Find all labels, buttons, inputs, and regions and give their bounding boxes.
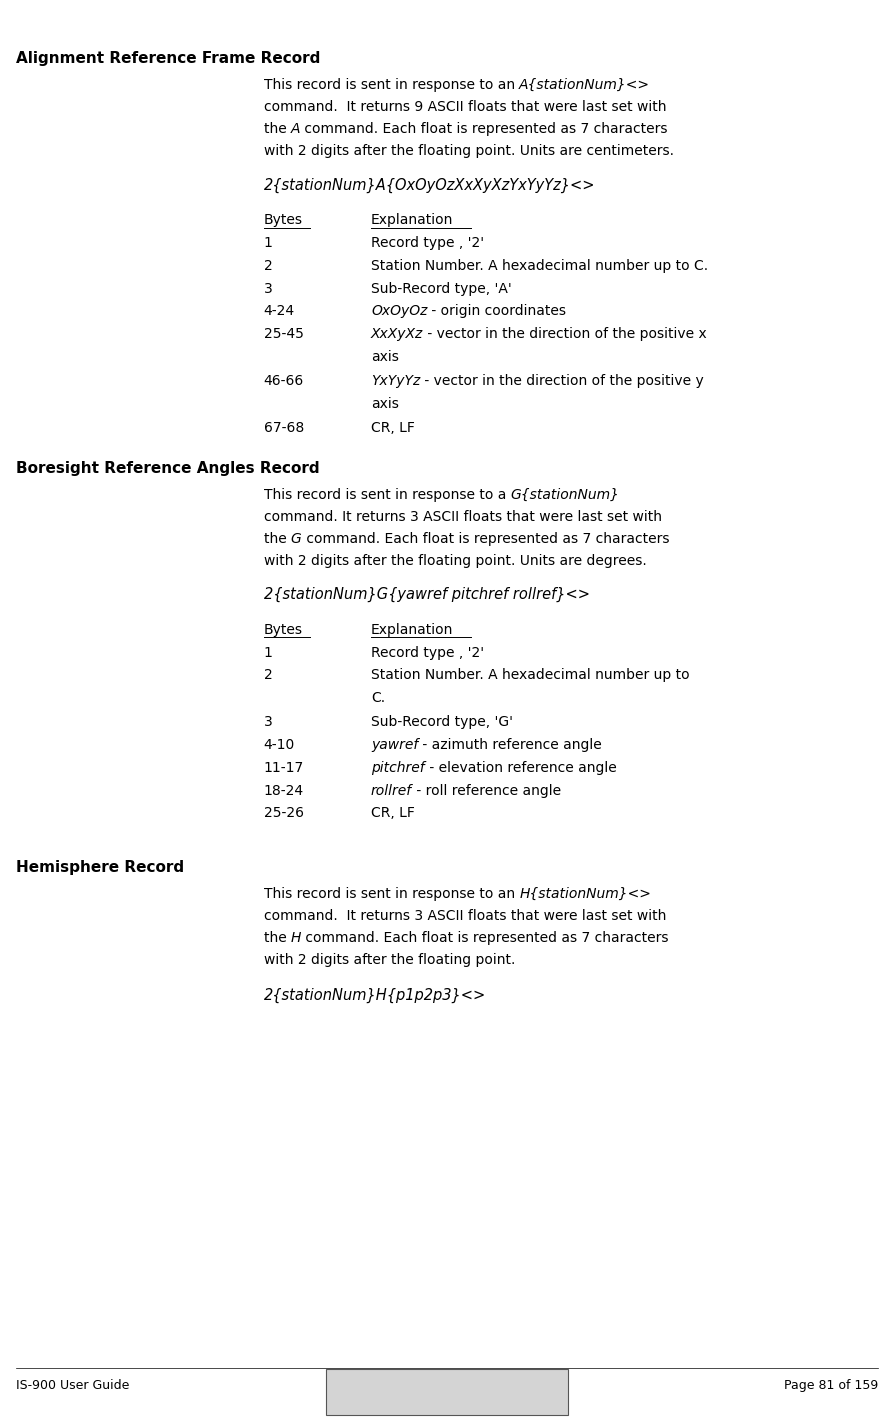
Text: C.: C. xyxy=(371,691,385,705)
Text: Bytes: Bytes xyxy=(264,623,303,637)
Text: G: G xyxy=(291,532,301,546)
Text: - azimuth reference angle: - azimuth reference angle xyxy=(418,738,602,752)
Text: 1: 1 xyxy=(264,646,273,660)
Text: Hemisphere Record: Hemisphere Record xyxy=(16,860,184,876)
Text: ⓘ: ⓘ xyxy=(337,1381,348,1399)
Text: the: the xyxy=(264,122,291,137)
Text: Sensing Your World: Sensing Your World xyxy=(364,1398,437,1406)
Text: NTERSENSE: NTERSENSE xyxy=(364,1379,428,1389)
Text: This record is sent in response to a: This record is sent in response to a xyxy=(264,488,510,502)
Text: OxOyOz: OxOyOz xyxy=(371,304,427,319)
Text: - vector in the direction of the positive x: - vector in the direction of the positiv… xyxy=(423,327,707,341)
Text: IS-900 User Guide: IS-900 User Guide xyxy=(16,1379,130,1392)
Text: 1: 1 xyxy=(264,236,273,250)
Text: with 2 digits after the floating point. Units are degrees.: with 2 digits after the floating point. … xyxy=(264,553,646,567)
Text: 2{stationNum}G{yawref pitchref rollref}<>: 2{stationNum}G{yawref pitchref rollref}<… xyxy=(264,587,590,603)
Text: command. It returns 3 ASCII floats that were last set with: command. It returns 3 ASCII floats that … xyxy=(264,509,662,523)
Text: Station Number. A hexadecimal number up to C.: Station Number. A hexadecimal number up … xyxy=(371,259,708,273)
Text: Record type , '2': Record type , '2' xyxy=(371,236,485,250)
Text: with 2 digits after the floating point. Units are centimeters.: with 2 digits after the floating point. … xyxy=(264,144,674,158)
Text: H{stationNum}<>: H{stationNum}<> xyxy=(519,887,651,902)
Text: Sub-Record type, 'G': Sub-Record type, 'G' xyxy=(371,715,513,729)
Text: - roll reference angle: - roll reference angle xyxy=(412,784,561,798)
Text: Bytes: Bytes xyxy=(264,213,303,228)
Text: 4-10: 4-10 xyxy=(264,738,295,752)
Text: 3: 3 xyxy=(264,715,273,729)
Text: Alignment Reference Frame Record: Alignment Reference Frame Record xyxy=(16,51,320,67)
Text: command.  It returns 3 ASCII floats that were last set with: command. It returns 3 ASCII floats that … xyxy=(264,910,666,923)
Bar xyxy=(326,1369,568,1415)
Text: G{stationNum}: G{stationNum} xyxy=(510,488,620,502)
Text: 67-68: 67-68 xyxy=(264,421,304,435)
Text: This record is sent in response to an: This record is sent in response to an xyxy=(264,78,519,92)
Text: Record type , '2': Record type , '2' xyxy=(371,646,485,660)
Text: 46-66: 46-66 xyxy=(264,374,304,388)
Text: Boresight Reference Angles Record: Boresight Reference Angles Record xyxy=(16,461,320,476)
Text: Page 81 of 159: Page 81 of 159 xyxy=(784,1379,878,1392)
Text: Explanation: Explanation xyxy=(371,623,453,637)
Text: 25-26: 25-26 xyxy=(264,806,304,820)
Text: This record is sent in response to an: This record is sent in response to an xyxy=(264,887,519,902)
Text: 2{stationNum}A{OxOyOzXxXyXzYxYyYz}<>: 2{stationNum}A{OxOyOzXxXyXzYxYyYz}<> xyxy=(264,178,595,193)
Text: Station Number. A hexadecimal number up to: Station Number. A hexadecimal number up … xyxy=(371,668,689,683)
Text: command.  It returns 9 ASCII floats that were last set with: command. It returns 9 ASCII floats that … xyxy=(264,100,666,114)
Text: command. Each float is represented as 7 characters: command. Each float is represented as 7 … xyxy=(300,122,668,137)
Text: A: A xyxy=(291,122,300,137)
Text: axis: axis xyxy=(371,350,399,364)
Text: Sub-Record type, 'A': Sub-Record type, 'A' xyxy=(371,282,511,296)
Text: 2: 2 xyxy=(264,668,273,683)
Text: 11-17: 11-17 xyxy=(264,761,304,775)
Text: pitchref: pitchref xyxy=(371,761,425,775)
Text: with 2 digits after the floating point.: with 2 digits after the floating point. xyxy=(264,954,515,967)
Text: 3: 3 xyxy=(264,282,273,296)
Text: 2: 2 xyxy=(264,259,273,273)
Text: CR, LF: CR, LF xyxy=(371,421,415,435)
Text: H: H xyxy=(291,931,301,946)
Text: XxXyXz: XxXyXz xyxy=(371,327,423,341)
Text: the: the xyxy=(264,532,291,546)
Text: - vector in the direction of the positive y: - vector in the direction of the positiv… xyxy=(420,374,704,388)
Text: CR, LF: CR, LF xyxy=(371,806,415,820)
Text: 4-24: 4-24 xyxy=(264,304,295,319)
Text: 2{stationNum}H{p1p2p3}<>: 2{stationNum}H{p1p2p3}<> xyxy=(264,988,486,1004)
Text: yawref: yawref xyxy=(371,738,418,752)
Text: command. Each float is represented as 7 characters: command. Each float is represented as 7 … xyxy=(301,532,669,546)
Text: 18-24: 18-24 xyxy=(264,784,304,798)
Text: command. Each float is represented as 7 characters: command. Each float is represented as 7 … xyxy=(301,931,669,946)
Text: - origin coordinates: - origin coordinates xyxy=(427,304,567,319)
Text: A{stationNum}<>: A{stationNum}<> xyxy=(519,78,650,92)
Text: - elevation reference angle: - elevation reference angle xyxy=(425,761,616,775)
Text: YxYyYz: YxYyYz xyxy=(371,374,420,388)
Text: axis: axis xyxy=(371,397,399,411)
Text: the: the xyxy=(264,931,291,946)
Text: rollref: rollref xyxy=(371,784,412,798)
Text: Explanation: Explanation xyxy=(371,213,453,228)
Text: 25-45: 25-45 xyxy=(264,327,304,341)
